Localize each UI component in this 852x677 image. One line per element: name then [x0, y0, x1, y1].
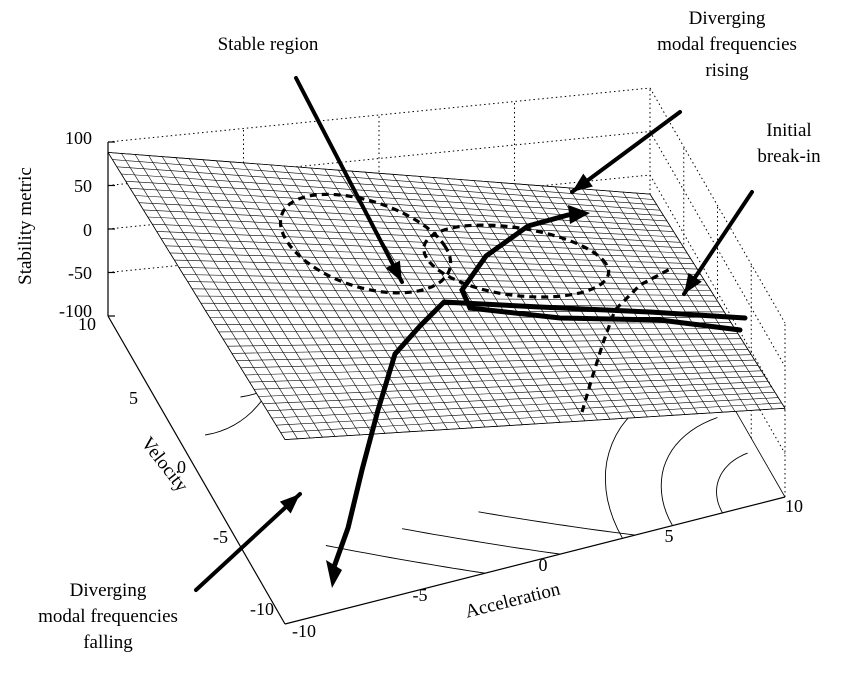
mesh-line-y — [112, 159, 654, 200]
mesh-line-y — [161, 238, 691, 259]
x-axis-label: Acceleration — [463, 579, 563, 623]
annotation-line: rising — [705, 60, 749, 81]
mesh-line-x — [636, 192, 773, 410]
stable-region-loop — [278, 192, 453, 295]
mesh-line-x — [595, 189, 736, 412]
y-tick-label: 5 — [129, 388, 138, 408]
mesh-line-x — [582, 188, 723, 413]
break-in-dashed-path — [580, 266, 673, 413]
x-tick-label: -10 — [292, 621, 316, 641]
mesh-line-y — [121, 173, 661, 211]
annotation-line: Diverging — [689, 8, 766, 29]
z-tick-label: -100 — [59, 301, 92, 321]
mesh-line-y — [134, 195, 671, 227]
mesh-line-y — [107, 152, 651, 195]
mesh-line-x — [527, 184, 673, 416]
arrow-initial-break-in — [682, 190, 754, 296]
annotation-line: Diverging — [70, 580, 147, 601]
x-tick-label: -5 — [413, 585, 428, 605]
mesh-line-y — [165, 245, 694, 264]
annotation-line: modal frequencies — [38, 606, 178, 627]
surface-mesh — [107, 152, 786, 441]
y-tick-labels: 10 5 0 -5 -10 — [78, 314, 274, 619]
arrow-diverging-falling — [194, 492, 302, 592]
trajectory-falling-arrowhead — [326, 560, 342, 588]
mesh-line-x — [432, 177, 586, 421]
arrow-stable-region — [294, 76, 404, 284]
x-axis-line — [284, 496, 786, 625]
mesh-line-y — [196, 295, 718, 302]
annotation-diverging-falling: Diverging modal frequencies falling — [38, 580, 178, 653]
mesh-line-x — [473, 180, 623, 419]
box-edge — [649, 87, 786, 324]
mesh-line-x — [500, 182, 648, 418]
mesh-line-x — [419, 176, 573, 422]
floor-contour — [478, 511, 636, 536]
annotation-line: Initial — [766, 120, 811, 141]
x-tick-label: 10 — [785, 496, 803, 516]
annotation-initial-break-in: Initial break-in — [757, 120, 821, 167]
y-tick-label: 10 — [78, 314, 96, 334]
arrow-diverging-rising — [570, 110, 682, 194]
z-tick-label: 100 — [65, 128, 92, 148]
annotation-arrows — [194, 76, 754, 592]
floor-contour — [660, 417, 718, 526]
annotation-line: Stable region — [218, 34, 319, 55]
z-tick-label: 0 — [83, 220, 92, 240]
z-axis-label: Stability metric — [15, 167, 36, 285]
annotation-diverging-rising: Diverging modal frequencies rising — [657, 8, 797, 81]
mesh-line-y — [138, 202, 674, 232]
trajectory-rising-arrowhead — [568, 205, 590, 224]
mesh-line-x — [446, 178, 598, 421]
mesh-line-x — [392, 174, 548, 424]
x-tick-label: 5 — [665, 526, 674, 546]
y-axis-line — [107, 315, 286, 625]
mesh-line-x — [622, 191, 761, 410]
mesh-line-y — [183, 274, 708, 286]
mesh-line-x — [568, 187, 711, 414]
mesh-line-y — [187, 281, 711, 291]
mesh-line-x — [541, 185, 686, 415]
mesh-line-x — [487, 181, 636, 418]
annotation-line: break-in — [757, 146, 821, 167]
mesh-line-y — [147, 216, 681, 243]
trajectory-falling — [331, 299, 748, 570]
mesh-line-y — [174, 259, 701, 275]
mesh-line-y — [192, 288, 715, 297]
x-tick-labels: -10 -5 0 5 10 — [292, 496, 803, 641]
annotation-line: falling — [83, 632, 133, 653]
mesh-line-y — [169, 252, 698, 270]
annotation-line: modal frequencies — [657, 34, 797, 55]
rising-region-loop — [422, 223, 611, 299]
trajectory-paths — [278, 192, 748, 588]
trajectory-rising — [459, 212, 743, 333]
floor-contour — [716, 452, 748, 514]
annotation-stable-region: Stable region — [218, 34, 319, 55]
floor-contour — [325, 545, 486, 574]
arrow-diverging-rising-head — [572, 173, 593, 192]
arrow-stable-region-head — [385, 260, 402, 282]
floor-contour — [402, 528, 561, 555]
mesh-line-x — [649, 193, 786, 409]
arrow-initial-break-in-head — [684, 272, 702, 294]
y-tick-label: -5 — [213, 527, 228, 547]
mesh-line-x — [405, 175, 561, 423]
x-tick-label: 0 — [539, 555, 548, 575]
mesh-line-y — [152, 223, 684, 248]
z-tick-labels: 100 50 0 -50 -100 — [59, 128, 92, 321]
mesh-line-y — [284, 408, 786, 440]
mesh-line-x — [460, 179, 611, 420]
z-tick-label: -50 — [68, 263, 92, 283]
mesh-line-y — [156, 231, 688, 254]
y-tick-label: -10 — [250, 599, 274, 619]
arrow-diverging-falling-head — [279, 494, 300, 514]
z-tick-label: 50 — [74, 176, 92, 196]
y-tick-label: 0 — [177, 457, 186, 477]
mesh-line-y — [143, 209, 678, 238]
mesh-line-x — [609, 190, 748, 411]
mesh-line-y — [116, 166, 657, 206]
box-edge — [107, 87, 651, 143]
